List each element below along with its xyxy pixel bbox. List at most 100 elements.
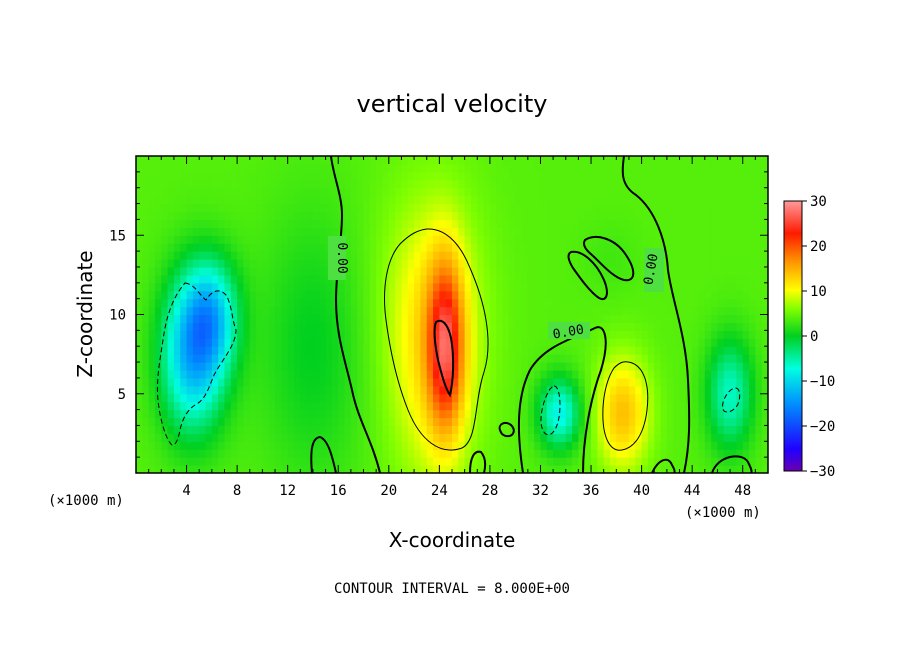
- heatmap-cell: [755, 362, 763, 371]
- heatmap-cell: [180, 203, 188, 213]
- heatmap-cell: [230, 259, 238, 268]
- heatmap-cell: [641, 377, 649, 387]
- heatmap-cell: [275, 211, 282, 220]
- heatmap-cell: [591, 393, 598, 403]
- heatmap-cell: [192, 203, 200, 213]
- heatmap-cell: [736, 179, 744, 189]
- heatmap-cell: [540, 235, 548, 244]
- heatmap-cell: [281, 385, 289, 395]
- heatmap-cell: [357, 377, 365, 387]
- heatmap-cell: [647, 354, 655, 363]
- heatmap-cell: [395, 274, 403, 284]
- heatmap-cell: [142, 203, 150, 213]
- heatmap-cell: [584, 346, 592, 355]
- heatmap-cell: [142, 401, 150, 411]
- heatmap-cell: [173, 346, 181, 355]
- heatmap-cell: [249, 314, 257, 324]
- heatmap-cell: [167, 290, 175, 300]
- heatmap-cell: [237, 409, 245, 419]
- heatmap-cell: [439, 306, 447, 316]
- heatmap-cell: [711, 219, 719, 228]
- heatmap-cell: [578, 465, 586, 473]
- heatmap-cell: [350, 259, 358, 268]
- heatmap-cell: [698, 156, 706, 165]
- heatmap-cell: [742, 362, 750, 371]
- heatmap-cell: [584, 298, 592, 308]
- heatmap-cell: [433, 393, 440, 403]
- heatmap-cell: [698, 346, 706, 355]
- heatmap-cell: [407, 235, 415, 244]
- heatmap-cell: [136, 156, 143, 165]
- heatmap-cell: [338, 306, 346, 316]
- heatmap-cell: [673, 322, 681, 331]
- heatmap-cell: [357, 179, 365, 189]
- heatmap-cell: [350, 425, 358, 434]
- heatmap-cell: [325, 314, 333, 324]
- heatmap-cell: [717, 362, 725, 371]
- heatmap-cell: [426, 401, 434, 411]
- heatmap-cell: [723, 259, 731, 268]
- heatmap-cell: [294, 195, 301, 205]
- heatmap-cell: [325, 385, 333, 395]
- heatmap-cell: [287, 179, 295, 189]
- heatmap-cell: [180, 465, 188, 473]
- heatmap-cell: [192, 362, 200, 371]
- heatmap-cell: [287, 346, 295, 355]
- heatmap-cell: [224, 187, 232, 197]
- heatmap-cell: [597, 306, 605, 316]
- heatmap-cell: [584, 211, 592, 220]
- heatmap-cell: [452, 425, 459, 434]
- heatmap-cell: [540, 338, 548, 347]
- heatmap-cell: [433, 290, 440, 300]
- heatmap-cell: [628, 282, 636, 292]
- heatmap-cell: [483, 290, 491, 300]
- x-tick-label: 4: [182, 483, 190, 499]
- heatmap-cell: [369, 156, 377, 165]
- heatmap-cell: [578, 401, 586, 411]
- heatmap-cell: [698, 227, 706, 236]
- heatmap-cell: [218, 354, 226, 363]
- heatmap-cell: [559, 409, 567, 419]
- heatmap-cell: [458, 251, 466, 260]
- heatmap-cell: [736, 203, 744, 213]
- heatmap-cell: [294, 274, 301, 284]
- heatmap-cell: [761, 274, 768, 284]
- heatmap-cell: [635, 385, 643, 395]
- heatmap-cell: [666, 322, 674, 331]
- heatmap-cell: [489, 441, 497, 450]
- heatmap-cell: [527, 243, 535, 252]
- heatmap-cell: [565, 290, 573, 300]
- heatmap-cell: [306, 338, 314, 347]
- heatmap-cell: [312, 409, 320, 419]
- heatmap-cell: [439, 179, 447, 189]
- heatmap-cell: [211, 298, 219, 308]
- heatmap-cell: [666, 290, 674, 300]
- heatmap-cell: [369, 163, 377, 173]
- heatmap-cell: [319, 314, 327, 324]
- contour-label: 0.00: [552, 322, 585, 342]
- heatmap-cell: [692, 298, 700, 308]
- heatmap-cell: [470, 266, 478, 276]
- heatmap-cell: [237, 235, 245, 244]
- heatmap-cell: [711, 274, 719, 284]
- heatmap-cell: [559, 354, 567, 363]
- heatmap-cell: [281, 274, 289, 284]
- heatmap-cell: [559, 211, 567, 220]
- heatmap-cell: [312, 346, 320, 355]
- heatmap-cell: [736, 401, 744, 411]
- heatmap-cell: [666, 259, 674, 268]
- heatmap-cell: [610, 362, 617, 371]
- heatmap-cell: [414, 449, 421, 458]
- y-axis-label: Z-coordinate: [73, 250, 97, 377]
- heatmap-cell: [622, 211, 630, 220]
- heatmap-cell: [572, 377, 579, 387]
- heatmap-cell: [515, 179, 523, 189]
- heatmap-cell: [344, 227, 352, 236]
- heatmap-cell: [407, 171, 415, 181]
- heatmap-cell: [344, 290, 352, 300]
- heatmap-cell: [515, 306, 523, 316]
- heatmap-cell: [154, 409, 162, 419]
- heatmap-cell: [414, 156, 421, 165]
- heatmap-cell: [610, 195, 617, 205]
- heatmap-cell: [546, 235, 554, 244]
